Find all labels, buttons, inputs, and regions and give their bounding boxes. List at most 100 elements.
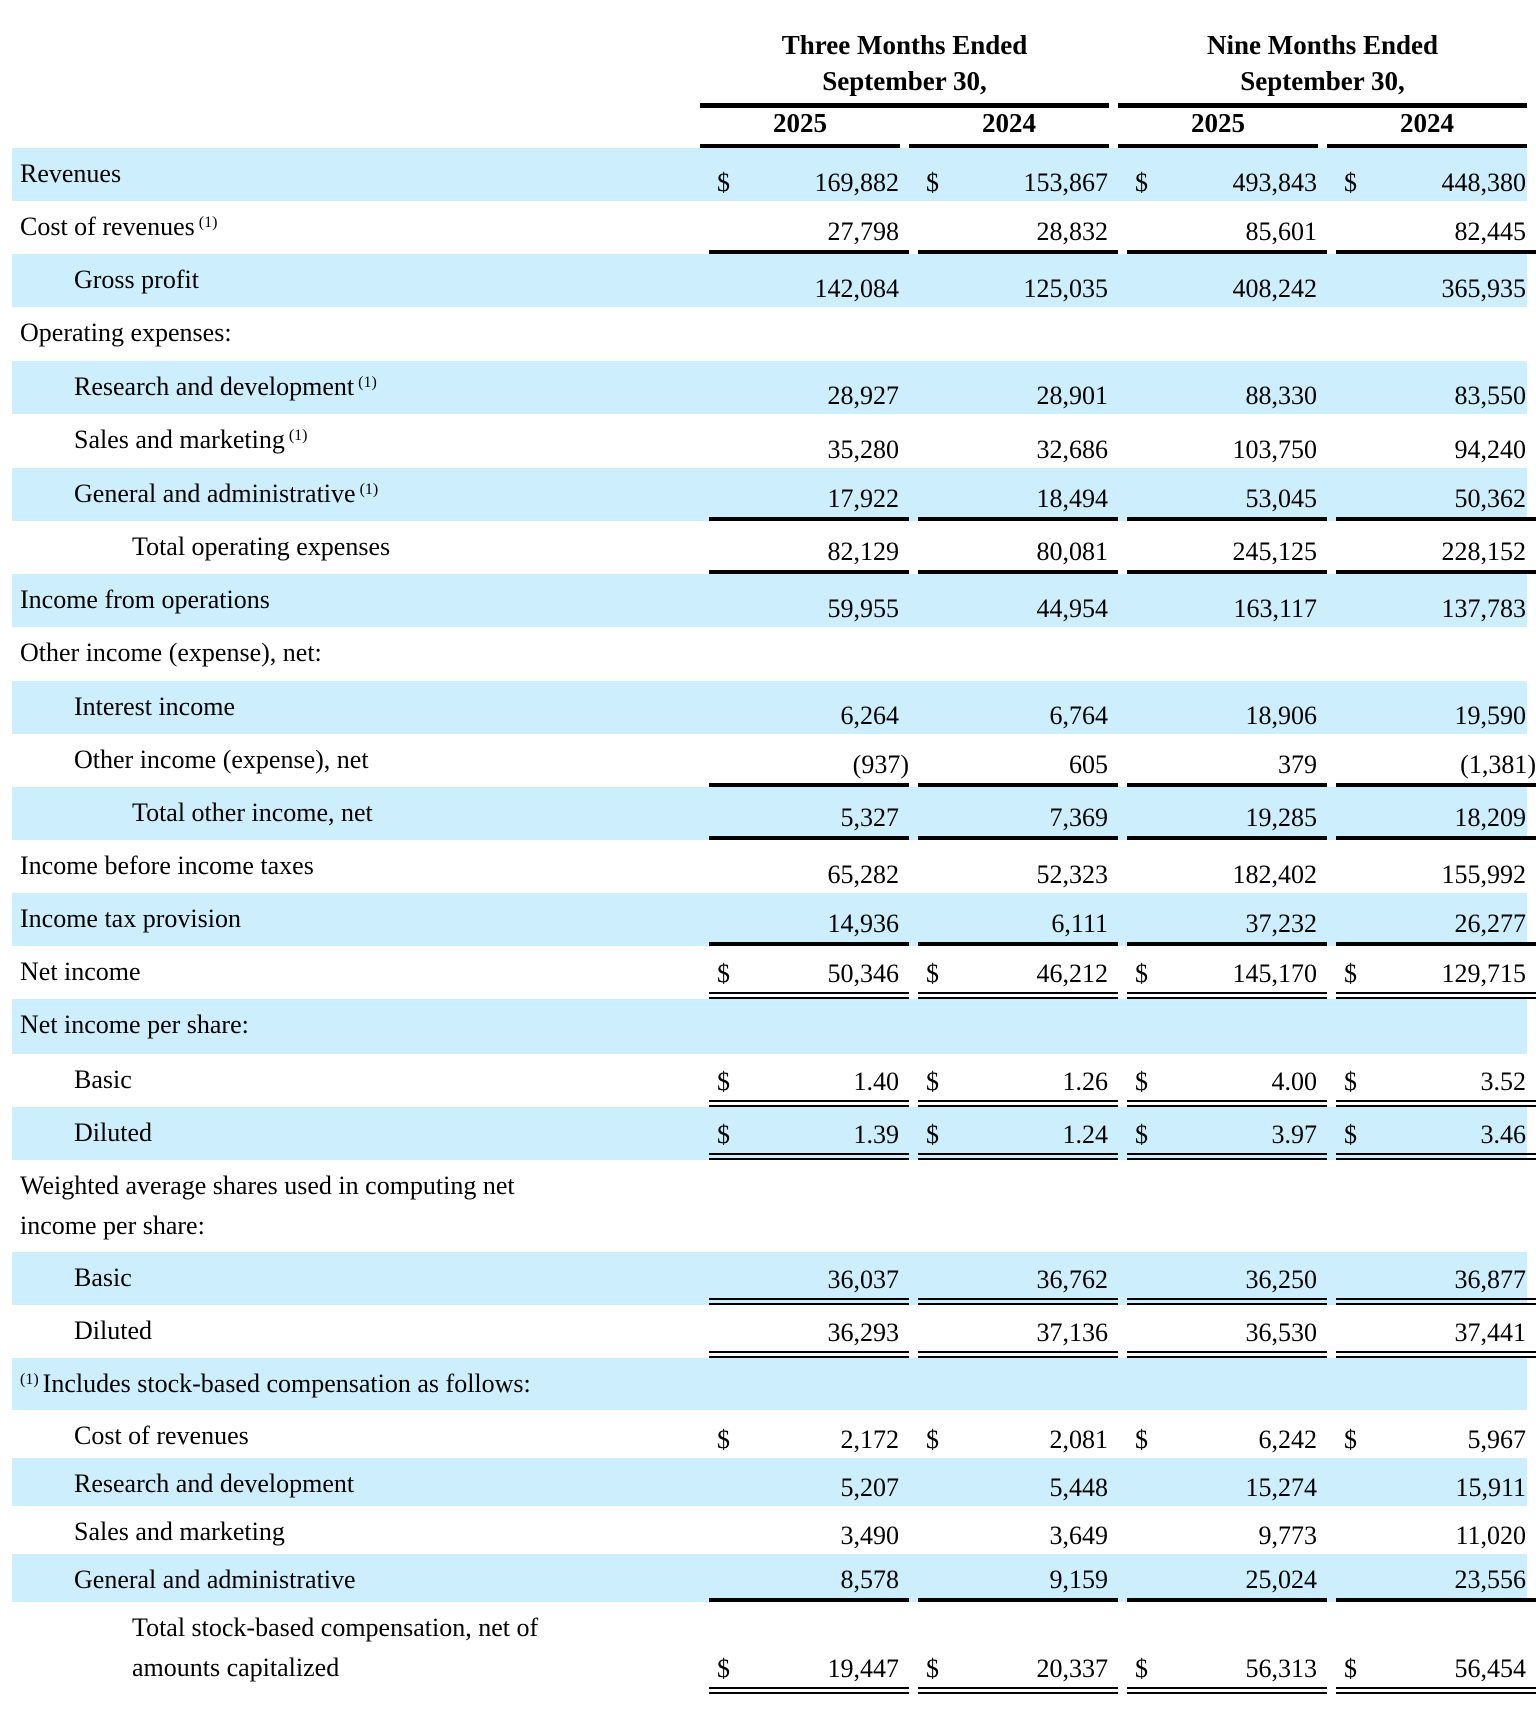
- header-nine-months: Nine Months Ended September 30,: [1118, 27, 1527, 108]
- value: 142,084: [814, 274, 900, 303]
- value-cell: 36,530: [1127, 1305, 1327, 1358]
- value-cell: 5,327: [709, 787, 909, 840]
- currency-symbol: $: [1135, 1120, 1148, 1149]
- value-cell: 25,024: [1127, 1554, 1327, 1602]
- value: 36,877: [1454, 1265, 1527, 1294]
- value: 25,024: [1245, 1565, 1318, 1594]
- footnote-marker: (1): [359, 481, 379, 498]
- value: (1,381): [1460, 750, 1536, 779]
- header-line: Three Months Ended: [781, 30, 1028, 60]
- row-label: Income tax provision: [12, 893, 700, 946]
- value-cell: $448,380: [1336, 148, 1536, 201]
- value-cell: 6,764: [918, 681, 1118, 734]
- row-label-text: Weighted average shares used in computin…: [20, 1171, 515, 1240]
- table-row: Sales and marketing (1) 35,280 32,686 103,75…: [12, 414, 1527, 468]
- value: 163,117: [1233, 594, 1317, 623]
- value-cell: [918, 1160, 1118, 1252]
- value-cell: [1127, 1358, 1327, 1410]
- row-label: Weighted average shares used in computin…: [12, 1160, 560, 1252]
- value-cell: 83,550: [1336, 361, 1536, 414]
- value: 50,346: [827, 959, 900, 988]
- value-cell: 36,762: [918, 1252, 1118, 1305]
- value: 26,277: [1454, 909, 1527, 938]
- value: 44,954: [1036, 594, 1109, 623]
- row-label-text: Other income (expense), net: [74, 745, 369, 774]
- value: 50,362: [1454, 484, 1527, 513]
- value-cell: 8,578: [709, 1554, 909, 1602]
- value-cell: 88,330: [1127, 361, 1327, 414]
- table-row: Gross profit 142,084 125,035 408,242 365,935: [12, 254, 1527, 307]
- value: 6,764: [1049, 701, 1109, 730]
- row-label-text: Income before income taxes: [20, 851, 314, 880]
- value: 2,172: [840, 1425, 900, 1454]
- value-cell: 36,877: [1336, 1252, 1536, 1305]
- value-cell: 379: [1127, 734, 1327, 787]
- currency-symbol: $: [926, 1120, 939, 1149]
- table-row: Other income (expense), net:: [12, 627, 1527, 681]
- value-cell: 27,798: [709, 201, 909, 254]
- value-cell: $5,967: [1336, 1410, 1536, 1458]
- row-label: Operating expenses:: [12, 307, 700, 361]
- row-label-text: Revenues: [20, 159, 122, 188]
- divider: [1327, 144, 1527, 149]
- row-label-text: Basic: [74, 1065, 132, 1094]
- row-label-text: Research and development: [74, 372, 355, 401]
- header-line: Nine Months Ended: [1206, 30, 1439, 60]
- value-cell: $3.52: [1336, 1054, 1536, 1107]
- row-label-text: Net income: [20, 957, 141, 986]
- value-cell: 125,035: [918, 254, 1118, 307]
- value: 3.52: [1480, 1067, 1527, 1096]
- value: 3,490: [840, 1521, 900, 1550]
- row-label-text: Total other income, net: [132, 798, 373, 827]
- value: 7,369: [1049, 803, 1109, 832]
- value: 1.40: [853, 1067, 900, 1096]
- currency-symbol: $: [1344, 1120, 1357, 1149]
- value-cell: 3,490: [709, 1506, 909, 1554]
- value-cell: 82,129: [709, 521, 909, 574]
- value-cell: 6,111: [918, 893, 1118, 946]
- value-cell: [1336, 627, 1536, 681]
- value-cell: 18,209: [1336, 787, 1536, 840]
- value-cell: [1336, 307, 1536, 361]
- currency-symbol: $: [1344, 959, 1357, 988]
- row-label-text: Total operating expenses: [132, 532, 391, 561]
- value-cell: 408,242: [1127, 254, 1327, 307]
- value-cell: 82,445: [1336, 201, 1536, 254]
- value: 37,441: [1454, 1318, 1527, 1347]
- footnote-marker: (1): [20, 1371, 39, 1388]
- value: 6,264: [840, 701, 900, 730]
- value: 14,936: [827, 909, 900, 938]
- currency-symbol: $: [717, 1654, 730, 1683]
- value-cell: $2,081: [918, 1410, 1118, 1458]
- value-cell: 18,494: [918, 468, 1118, 521]
- value: 82,445: [1454, 217, 1527, 246]
- value-cell: $46,212: [918, 946, 1118, 999]
- divider: [1118, 144, 1318, 149]
- value-cell: [1336, 1160, 1536, 1252]
- value-cell: 245,125: [1127, 521, 1327, 574]
- value-cell: [918, 307, 1118, 361]
- value: 15,274: [1245, 1473, 1318, 1502]
- table-row: Income before income taxes 65,282 52,323 18…: [12, 840, 1527, 893]
- row-label: Cost of revenues (1): [12, 201, 700, 254]
- row-label: Other income (expense), net: [12, 734, 700, 787]
- row-label: General and administrative: [12, 1554, 700, 1602]
- value-cell: 37,136: [918, 1305, 1118, 1358]
- value-cell: 32,686: [918, 414, 1118, 468]
- row-label: Income from operations: [12, 574, 700, 627]
- currency-symbol: $: [1344, 1067, 1357, 1096]
- value-cell: 163,117: [1127, 574, 1327, 627]
- value-cell: 3,649: [918, 1506, 1118, 1554]
- table-row: Revenues $169,882 $153,867 $493,843 $448,380: [12, 148, 1527, 201]
- value-cell: [709, 1358, 909, 1410]
- currency-symbol: $: [1135, 959, 1148, 988]
- value-cell: [918, 627, 1118, 681]
- table-row: Net income per share:: [12, 999, 1527, 1054]
- value-cell: $1.39: [709, 1107, 909, 1160]
- row-label: Total operating expenses: [12, 521, 700, 574]
- value: 18,494: [1036, 484, 1109, 513]
- value: 4.00: [1271, 1067, 1318, 1096]
- year-header: 2024: [982, 108, 1036, 138]
- table-row: (1) Includes stock-based compensation as …: [12, 1358, 1527, 1410]
- table-row: Total other income, net 5,327 7,369 19,285 1…: [12, 787, 1536, 840]
